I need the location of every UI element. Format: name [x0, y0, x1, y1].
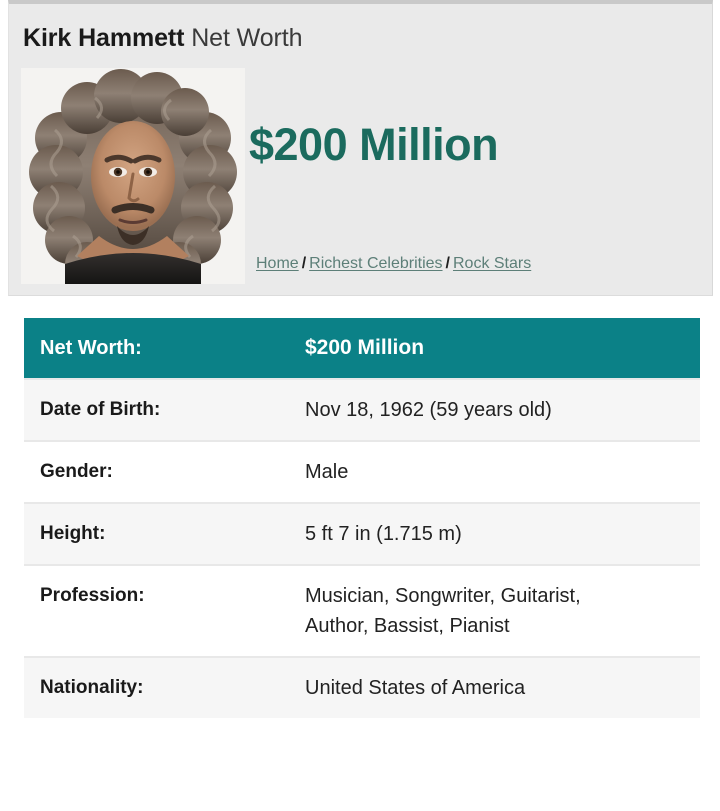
- fact-label-gender: Gender:: [40, 461, 113, 482]
- fact-value-height: 5 ft 7 in (1.715 m): [305, 523, 462, 545]
- breadcrumb-item-rock-stars[interactable]: Rock Stars: [452, 255, 532, 272]
- table-row: Nationality: United States of America: [24, 656, 700, 718]
- net-worth-amount: $200 Million: [249, 119, 499, 170]
- table-row: Net Worth: $200 Million: [24, 318, 700, 378]
- table-row: Date of Birth: Nov 18, 1962 (59 years ol…: [24, 378, 700, 440]
- breadcrumb-item-richest-celebrities[interactable]: Richest Celebrities: [309, 255, 443, 272]
- fact-label-height: Height:: [40, 523, 106, 544]
- page-title-suffix: Net Worth: [184, 24, 303, 52]
- table-row: Gender: Male: [24, 440, 700, 502]
- page-title-name: Kirk Hammett: [23, 24, 185, 52]
- breadcrumb-item-home[interactable]: Home: [256, 255, 299, 272]
- fact-label-net-worth: Net Worth:: [40, 337, 142, 359]
- fact-value-net-worth: $200 Million: [305, 336, 425, 359]
- hero-panel: Kirk Hammett Net Worth: [8, 0, 713, 296]
- fact-label-nationality: Nationality:: [40, 677, 144, 698]
- breadcrumb-separator: /: [445, 255, 450, 272]
- fact-value-date-of-birth: Nov 18, 1962 (59 years old): [305, 399, 552, 421]
- celebrity-portrait-image: [21, 68, 245, 284]
- breadcrumb: Home / Richest Celebrities / Rock Stars: [256, 254, 531, 274]
- page-title: Kirk Hammett Net Worth: [23, 23, 302, 53]
- table-row: Height: 5 ft 7 in (1.715 m): [24, 502, 700, 564]
- fact-label-profession: Profession:: [40, 585, 145, 606]
- facts-table: Net Worth: $200 Million Date of Birth: N…: [24, 318, 700, 718]
- fact-value-gender: Male: [305, 461, 349, 483]
- fact-label-date-of-birth: Date of Birth:: [40, 399, 161, 420]
- fact-value-profession: Musician, Songwriter, Guitarist, Author,…: [305, 585, 581, 637]
- fact-value-nationality: United States of America: [305, 677, 526, 699]
- table-row: Profession: Musician, Songwriter, Guitar…: [24, 564, 700, 656]
- breadcrumb-separator: /: [301, 255, 307, 272]
